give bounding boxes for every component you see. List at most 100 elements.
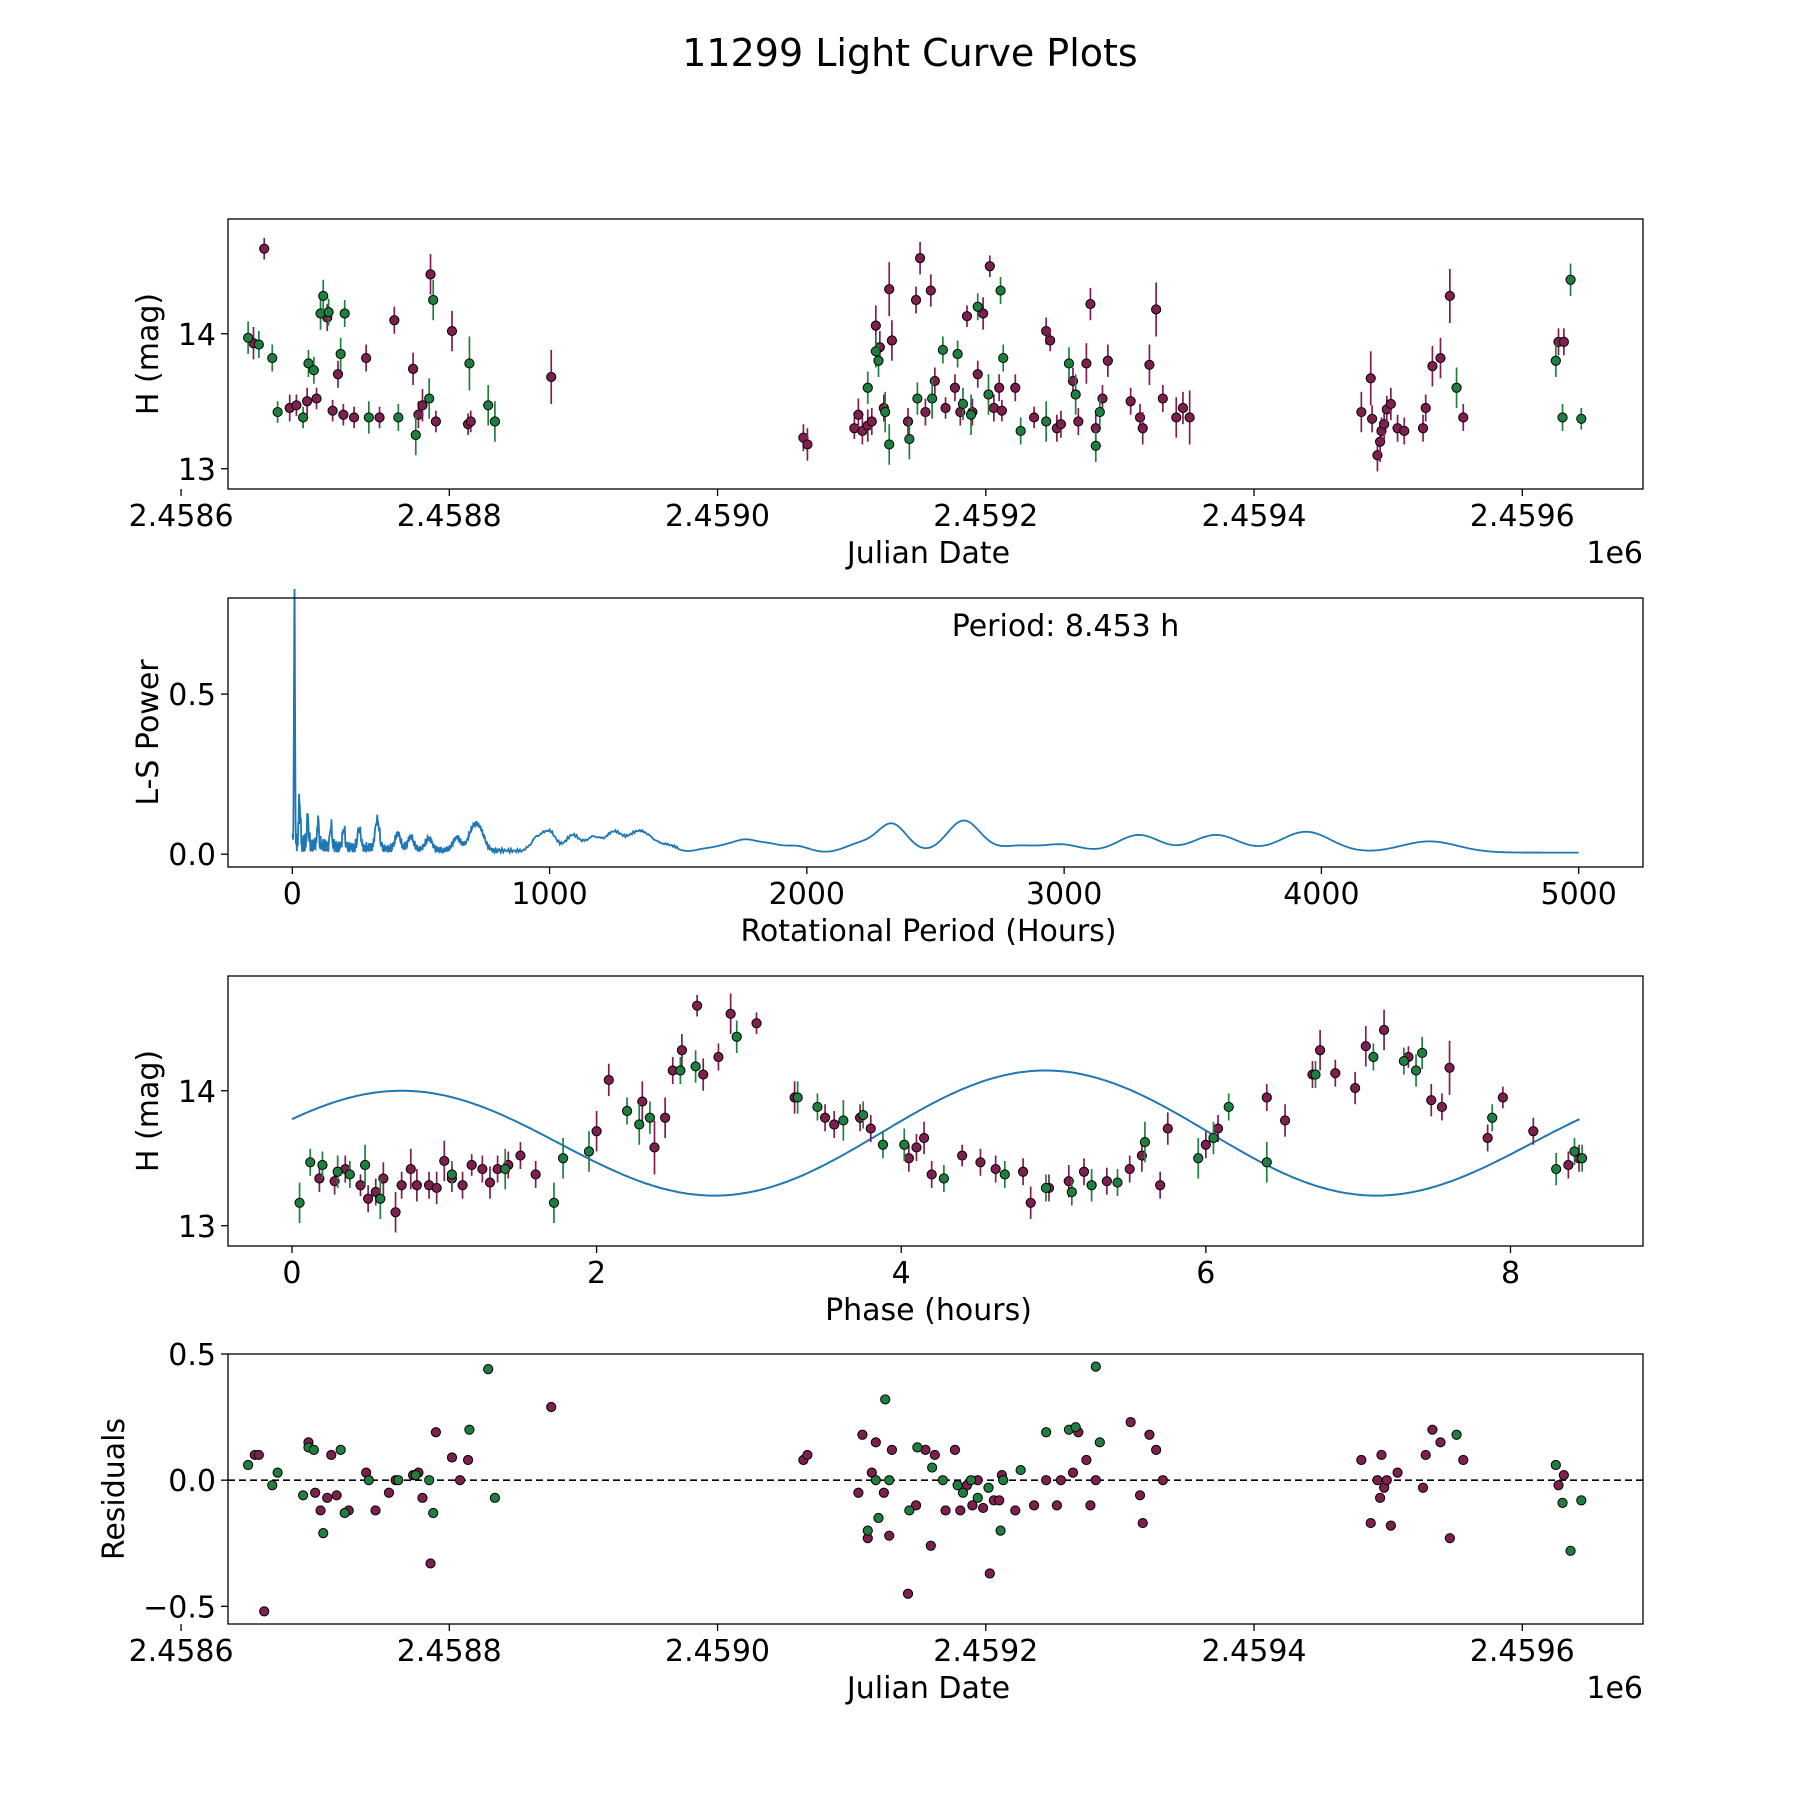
data-point	[424, 1475, 435, 1486]
x-tick-label: 2.4594	[1202, 499, 1307, 534]
data-point	[425, 1558, 436, 1569]
data-point	[965, 409, 977, 420]
data-point	[298, 412, 309, 423]
x-tick-label: 0	[282, 1256, 301, 1291]
data-point	[829, 1119, 840, 1130]
data-point	[1094, 1437, 1105, 1448]
data-point	[1366, 413, 1378, 424]
data-point	[926, 1169, 937, 1180]
data-point	[983, 389, 994, 400]
data-point	[1041, 416, 1052, 427]
data-point	[396, 1180, 407, 1191]
data-point	[812, 1101, 823, 1113]
data-point	[1375, 1492, 1386, 1503]
data-point	[1094, 406, 1105, 418]
data-point	[326, 1449, 337, 1461]
periodogram-axes-frame	[227, 597, 1644, 868]
data-point	[267, 1480, 278, 1491]
data-point	[515, 1150, 526, 1161]
data-point	[877, 1139, 889, 1150]
data-point	[1451, 1429, 1462, 1440]
data-point	[348, 412, 360, 423]
data-point	[1261, 1157, 1272, 1168]
data-point	[1376, 1449, 1387, 1461]
panel-phased-light-curve: 0 2 4 6 8 13 14 Phase (hours) H (mag)	[131, 975, 1644, 1328]
data-point	[363, 412, 374, 423]
data-point	[411, 1180, 422, 1191]
data-point	[332, 1166, 343, 1177]
data-point	[999, 1169, 1010, 1180]
data-point	[929, 1449, 940, 1461]
data-point	[457, 1180, 468, 1191]
data-point	[949, 1444, 961, 1455]
data-point	[361, 352, 372, 364]
data-point	[383, 1487, 395, 1498]
residuals-data-layer	[228, 1361, 1643, 1617]
data-point	[1410, 1065, 1422, 1076]
data-point	[884, 1475, 895, 1486]
data-point	[1365, 373, 1376, 384]
x-tick-label: 5000	[1541, 877, 1617, 912]
data-point	[1155, 1180, 1166, 1191]
data-point	[920, 406, 931, 418]
data-point	[1067, 1467, 1079, 1478]
data-point	[1435, 352, 1446, 364]
data-point	[918, 1132, 930, 1144]
data-point	[446, 1169, 458, 1180]
data-point	[446, 1452, 458, 1463]
data-point	[1553, 1480, 1564, 1491]
data-point	[431, 1182, 442, 1194]
residuals-axes-frame	[227, 1353, 1644, 1625]
data-point	[1144, 359, 1155, 370]
data-point	[690, 1061, 701, 1072]
data-point	[1417, 1047, 1428, 1059]
data-point	[1177, 402, 1189, 414]
data-point	[998, 1475, 1009, 1486]
data-point	[1051, 1500, 1062, 1511]
phased-series-green	[294, 1020, 1588, 1224]
data-point	[407, 363, 419, 374]
data-point	[315, 1505, 326, 1516]
data-point	[792, 1092, 803, 1103]
data-point	[335, 348, 346, 360]
data-point	[1420, 1449, 1431, 1461]
data-point	[1112, 1177, 1123, 1188]
data-point	[389, 315, 400, 326]
data-point	[1055, 419, 1067, 430]
data-point	[363, 1475, 374, 1486]
x-tick-label: 8	[1501, 1256, 1520, 1291]
data-point	[1081, 1454, 1092, 1466]
data-point	[1040, 1182, 1052, 1194]
data-point	[1436, 1101, 1448, 1113]
x-tick-label: 2.4592	[933, 499, 1038, 534]
x-tick-label: 2.4586	[129, 499, 234, 534]
data-point	[1184, 412, 1195, 423]
data-point	[884, 284, 895, 295]
data-point	[1487, 1112, 1498, 1123]
data-point	[1558, 1470, 1569, 1481]
data-point	[446, 325, 458, 337]
data-point	[308, 365, 319, 376]
data-point	[725, 1008, 736, 1019]
data-point	[483, 400, 494, 411]
y-tick-label: 14	[178, 1075, 216, 1110]
data-point	[692, 1000, 703, 1011]
data-point	[344, 1169, 355, 1180]
data-point	[873, 1512, 884, 1524]
data-point	[374, 412, 385, 423]
data-point	[1134, 1490, 1146, 1501]
data-point	[870, 320, 881, 331]
data-point	[990, 1163, 1001, 1175]
residuals-x-axis-label: Julian Date	[845, 1671, 1010, 1706]
residuals-series-green	[243, 1361, 1587, 1556]
data-point	[430, 1427, 441, 1438]
residuals-x-offset-label: 1e6	[1586, 1671, 1643, 1706]
data-point	[857, 1429, 868, 1440]
data-point	[405, 1163, 416, 1175]
periodogram-data-layer	[291, 588, 1579, 856]
data-point	[546, 371, 557, 383]
data-point	[317, 1159, 328, 1171]
data-point	[1551, 1163, 1562, 1175]
data-point	[1151, 304, 1162, 315]
